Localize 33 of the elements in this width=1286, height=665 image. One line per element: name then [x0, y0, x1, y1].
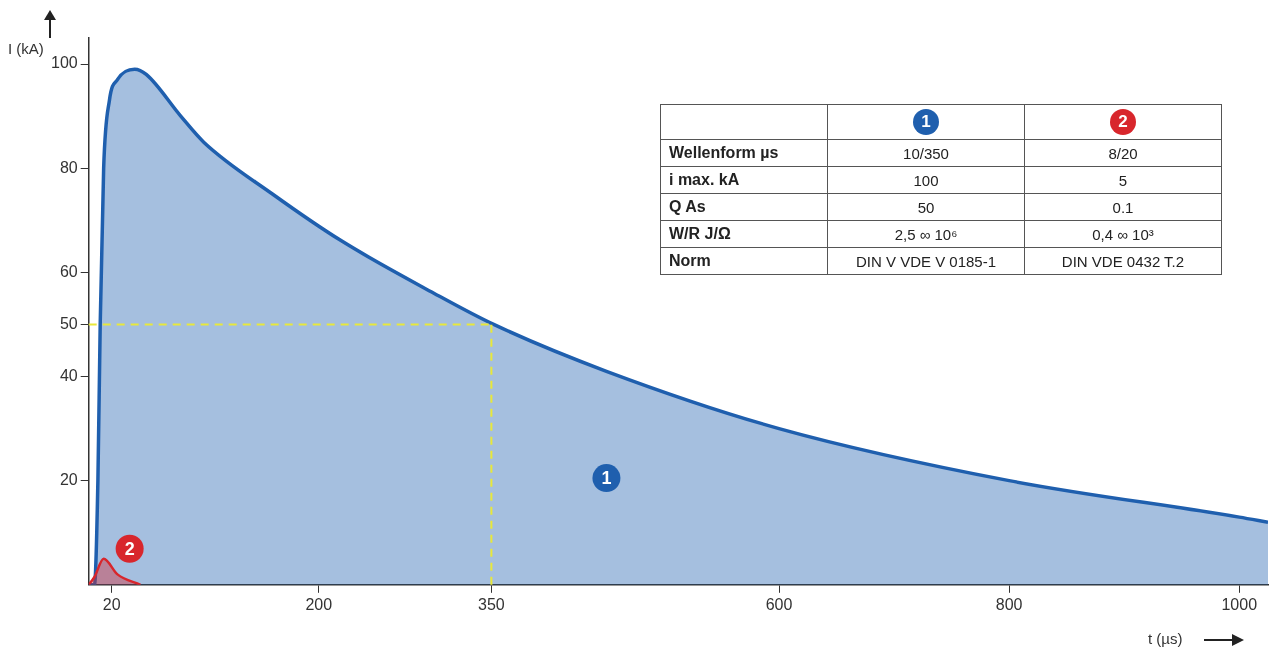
text: 2: [1118, 112, 1128, 131]
annotation: 2,5 ∞ 10⁶: [827, 220, 1025, 248]
series-label: 2: [124, 538, 135, 559]
x-tick-label: 350: [478, 595, 505, 613]
y-tick-label: 40: [59, 366, 78, 384]
x-tick-label: 200: [305, 595, 333, 613]
annotation: 8/20: [1024, 139, 1222, 167]
annotation: 0.1: [1024, 193, 1222, 221]
x-tick-label: 600: [765, 595, 793, 613]
y-tick-label: 80: [59, 158, 78, 176]
annotation: i max. kA: [660, 166, 828, 194]
annotation: DIN V VDE V 0185-1: [827, 247, 1025, 275]
annotation: 100: [827, 166, 1025, 194]
y-tick-label: 20: [59, 471, 78, 489]
annotation: Q As: [660, 193, 828, 221]
annotation: 5: [1024, 166, 1222, 194]
annotation: Norm: [660, 247, 828, 275]
annotation: 10/350: [827, 139, 1025, 167]
y-tick-label: 100: [50, 54, 78, 72]
series-label: 1: [601, 468, 612, 489]
x-tick-label: 800: [995, 595, 1023, 613]
annotation: DIN VDE 0432 T.2: [1024, 247, 1222, 275]
annotation: 0,4 ∞ 10³: [1024, 220, 1222, 248]
x-tick-label: 1000: [1221, 595, 1258, 613]
annotation: 50: [827, 193, 1025, 221]
y-tick-label: 60: [59, 262, 78, 280]
x-tick-label: 20: [102, 595, 121, 613]
annotation: Wellenform µs: [660, 139, 828, 167]
x-axis-title: t (µs): [1148, 630, 1183, 647]
text: 1: [921, 112, 931, 131]
annotation: W/R J/Ω: [660, 220, 828, 248]
y-axis-title: I (kA): [8, 40, 44, 57]
y-tick-label: 50: [59, 314, 78, 332]
